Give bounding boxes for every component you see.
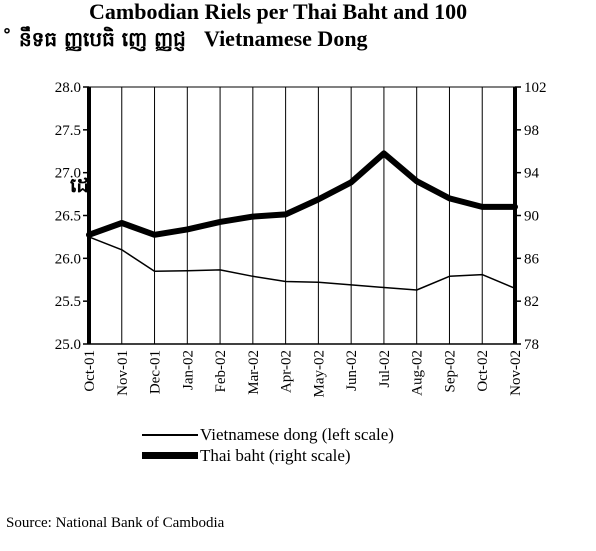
title-khmer-text: ˚ នឹទធ ញ្ញបេធិ ញេ ញ្ញជ្ញ — [2, 27, 186, 51]
left-axis-tick-label: 25.5 — [55, 294, 81, 310]
x-axis-tick-label: Nov-02 — [508, 350, 524, 396]
legend: Vietnamese dong (left scale) Thai baht (… — [142, 424, 394, 466]
title-line-2: Vietnamese Dong — [204, 26, 368, 51]
legend-thick-line — [142, 452, 198, 459]
x-axis-tick-label: Apr-02 — [279, 350, 295, 393]
right-axis-tick-label: 86 — [524, 251, 540, 267]
x-axis-tick-label: Mar-02 — [246, 350, 262, 395]
x-axis-tick-label: Jan-02 — [180, 350, 196, 390]
chart-title: Cambodian Riels per Thai Baht and 100 ˚ … — [0, 0, 596, 60]
legend-item-vietnamese-dong: Vietnamese dong (left scale) — [142, 424, 394, 445]
left-axis-tick-label: 27.5 — [55, 123, 81, 139]
x-axis-tick-label: Oct-01 — [82, 350, 98, 392]
left-axis-tick-label: 26.0 — [55, 251, 81, 267]
right-axis-tick-label: 102 — [524, 80, 547, 96]
legend-thin-line — [142, 433, 198, 436]
x-axis-tick-label: Oct-02 — [475, 350, 491, 392]
x-axis-tick-label: Feb-02 — [213, 350, 229, 393]
left-axis-tick-label: 25.0 — [55, 337, 81, 353]
x-axis-tick-label: Dec-01 — [148, 350, 164, 394]
vietnamese-dong-series-line — [88, 236, 516, 291]
legend-label-vietnamese-dong: Vietnamese dong (left scale) — [200, 424, 394, 444]
side-khmer-glyph: ដេ — [70, 173, 90, 197]
right-axis-tick-label: 82 — [524, 294, 539, 310]
legend-item-thai-baht: Thai baht (right scale) — [142, 445, 394, 466]
right-axis-tick-label: 78 — [524, 337, 539, 353]
right-axis-tick-label: 94 — [524, 166, 540, 182]
x-axis-tick-label: Aug-02 — [410, 350, 426, 396]
x-axis-tick-label: Sep-02 — [442, 350, 458, 393]
left-axis-tick-label: 26.5 — [55, 209, 81, 225]
left-axis-tick-label: 28.0 — [55, 80, 81, 96]
left-axis-tick-label: 27.0 — [55, 166, 81, 182]
thai-baht-series-line — [86, 150, 518, 238]
x-axis-tick-label: May-02 — [311, 350, 327, 398]
title-line-1: Cambodian Riels per Thai Baht and 100 — [89, 0, 468, 24]
legend-label-thai-baht: Thai baht (right scale) — [200, 445, 351, 465]
x-axis-tick-label: Nov-01 — [115, 350, 131, 396]
right-axis-tick-label: 98 — [524, 123, 539, 139]
right-axis-tick-label: 90 — [524, 209, 539, 225]
x-axis-tick-label: Jul-02 — [377, 350, 393, 388]
source-note: Source: National Bank of Cambodia — [6, 515, 225, 531]
chart-svg: 25.0 25.5 26.0 26.5 27.0 27.5 28.0 78 82 86 90 94 98… — [55, 80, 547, 398]
x-axis-tick-label: Jun-02 — [344, 350, 360, 391]
